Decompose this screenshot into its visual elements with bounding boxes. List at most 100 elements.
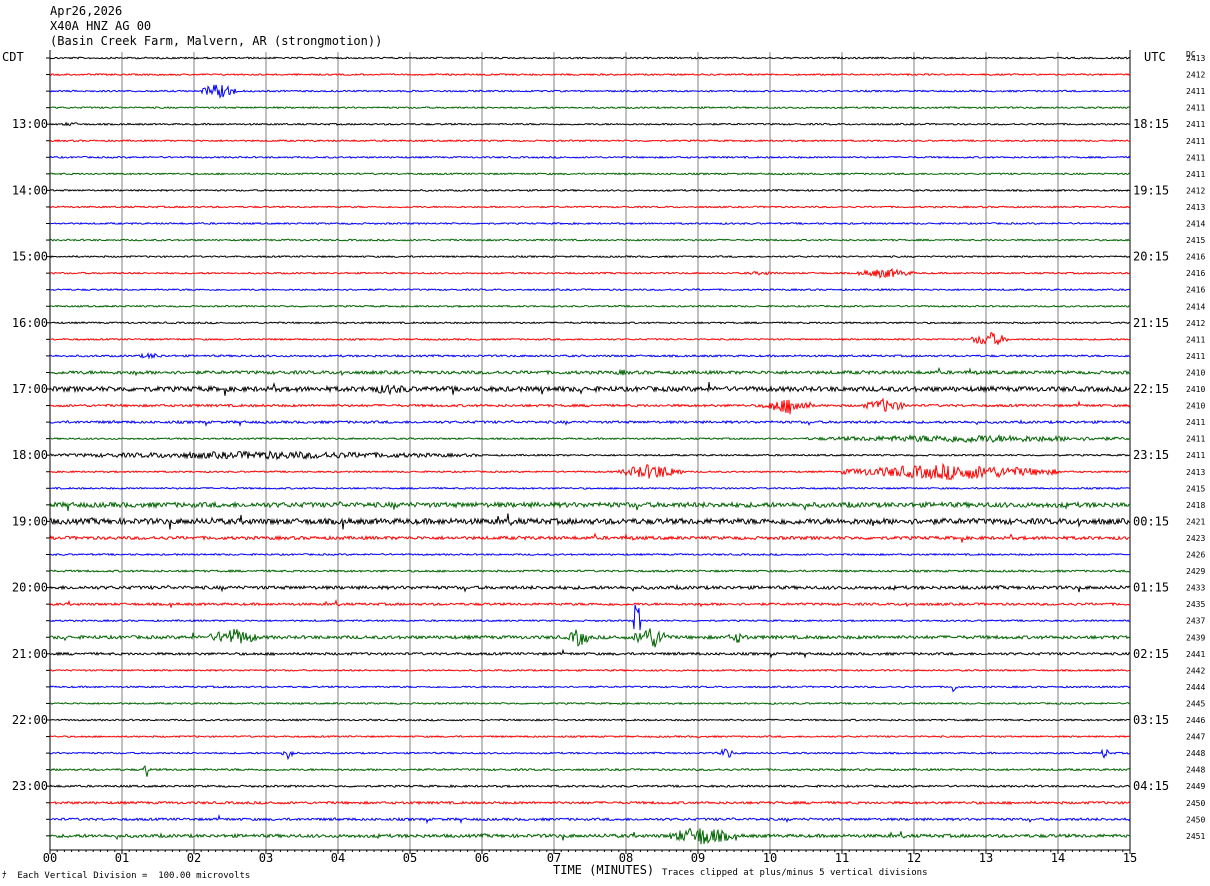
dc-offset-label: 2416 xyxy=(1186,253,1205,262)
right-hour-label: 20:15 xyxy=(1133,250,1169,264)
right-hour-label: 22:15 xyxy=(1133,382,1169,396)
trace-line xyxy=(49,155,1131,160)
dc-offset-label: 2441 xyxy=(1186,650,1205,659)
dc-offset-label: 2413 xyxy=(1186,203,1205,212)
trace-line xyxy=(49,382,1131,396)
trace-line xyxy=(49,569,1131,574)
trace-line xyxy=(49,598,1131,608)
left-hour-label: 21:00 xyxy=(12,647,48,661)
trace-line xyxy=(49,254,1131,259)
trace-line xyxy=(49,450,1131,461)
left-hour-label: 16:00 xyxy=(12,316,48,330)
x-axis-title: TIME (MINUTES) xyxy=(553,863,655,877)
scale-text: Each Vertical Division = 100.00 microvol… xyxy=(17,871,251,881)
dc-offset-label: 2411 xyxy=(1186,153,1205,162)
scale-icon: ﾅ xyxy=(2,871,18,881)
dc-offset-label: 2411 xyxy=(1186,451,1205,460)
x-tick-label: 05 xyxy=(403,851,417,865)
trace-line xyxy=(50,462,1131,481)
trace-line xyxy=(50,433,1131,444)
trace-line xyxy=(49,321,1131,325)
dc-offset-label: 2423 xyxy=(1186,534,1205,543)
trace-line xyxy=(49,205,1131,209)
dc-offset-label: 2421 xyxy=(1186,517,1205,526)
dc-offset-label: 2414 xyxy=(1186,302,1205,311)
left-hour-label: 18:00 xyxy=(12,448,48,462)
dc-offset-label: 2444 xyxy=(1186,683,1205,692)
trace-line xyxy=(49,552,1131,557)
dc-offset-label: 2433 xyxy=(1186,584,1205,593)
right-hour-label: 23:15 xyxy=(1133,448,1169,462)
trace-line xyxy=(49,734,1131,739)
dc-offset-label: 2447 xyxy=(1186,733,1205,742)
trace-line xyxy=(49,84,1131,99)
trace-line xyxy=(49,397,1131,415)
x-tick-label: 15 xyxy=(1123,851,1137,865)
right-hour-label: 21:15 xyxy=(1133,316,1169,330)
dc-offset-label: 2411 xyxy=(1186,418,1205,427)
right-hour-label: 01:15 xyxy=(1133,581,1169,595)
dc-offset-label: 2450 xyxy=(1186,815,1205,824)
dc-offset-label: 2411 xyxy=(1186,170,1205,179)
dc-offset-label: 2449 xyxy=(1186,782,1205,791)
left-hour-label: 23:00 xyxy=(12,779,48,793)
dc-offset-label: 2429 xyxy=(1186,567,1205,576)
dc-label: DC xyxy=(1186,50,1196,59)
x-tick-label: 13 xyxy=(979,851,993,865)
right-hour-label: 18:15 xyxy=(1133,117,1169,131)
dc-offset-label: 2416 xyxy=(1186,286,1205,295)
trace-line xyxy=(49,532,1130,543)
trace-line xyxy=(49,500,1131,512)
dc-offset-label: 2414 xyxy=(1186,220,1205,229)
x-tick-label: 06 xyxy=(475,851,489,865)
dc-offset-label: 2448 xyxy=(1186,766,1205,775)
x-tick-label: 08 xyxy=(619,851,633,865)
trace-line xyxy=(49,267,1131,279)
trace-line xyxy=(49,604,1131,631)
clip-note: Traces clipped at plus/minus 5 vertical … xyxy=(662,868,928,878)
x-tick-label: 03 xyxy=(259,851,273,865)
dc-offset-label: 2451 xyxy=(1186,832,1205,841)
x-tick-label: 02 xyxy=(187,851,201,865)
dc-offset-label: 2411 xyxy=(1186,120,1205,129)
x-tick-label: 14 xyxy=(1051,851,1065,865)
dc-offset-label: 2413 xyxy=(1186,54,1205,63)
trace-line xyxy=(49,513,1131,530)
right-hour-label: 04:15 xyxy=(1133,779,1169,793)
dc-offset-label: 2412 xyxy=(1186,71,1205,80)
x-tick-label: 10 xyxy=(763,851,777,865)
trace-line xyxy=(49,486,1131,491)
right-hour-label: 03:15 xyxy=(1133,713,1169,727)
trace-line xyxy=(50,628,1131,648)
left-hour-label: 15:00 xyxy=(12,250,48,264)
dc-offset-label: 2446 xyxy=(1186,716,1205,725)
dc-offset-label: 2411 xyxy=(1186,352,1205,361)
dc-offset-label: 2439 xyxy=(1186,633,1205,642)
dc-offset-label: 2437 xyxy=(1186,617,1205,626)
station-label: X40A HNZ AG 00 xyxy=(50,19,152,33)
right-timezone-label: UTC xyxy=(1144,50,1166,64)
dc-offset-label: 2411 xyxy=(1186,335,1205,344)
dc-offset-label: 2411 xyxy=(1186,87,1205,96)
trace-line xyxy=(49,105,1130,110)
trace-line xyxy=(49,814,1131,825)
trace-line xyxy=(49,685,1131,693)
dc-offset-label: 2410 xyxy=(1186,402,1205,411)
left-hour-label: 20:00 xyxy=(12,581,48,595)
trace-line xyxy=(49,718,1131,722)
trace-line xyxy=(49,800,1131,806)
dc-offset-label: 2442 xyxy=(1186,666,1205,675)
dc-offset-label: 2426 xyxy=(1186,551,1205,560)
x-tick-label: 12 xyxy=(907,851,921,865)
dc-offset-label: 2411 xyxy=(1186,435,1205,444)
dc-offset-label: 2413 xyxy=(1186,468,1205,477)
trace-line xyxy=(49,72,1131,77)
left-hour-label: 14:00 xyxy=(12,183,48,197)
trace-line xyxy=(49,139,1130,143)
trace-line xyxy=(49,668,1131,672)
dc-offset-label: 2445 xyxy=(1186,699,1205,708)
x-tick-label: 04 xyxy=(331,851,345,865)
trace-line xyxy=(49,648,1131,659)
trace-line xyxy=(49,419,1131,427)
